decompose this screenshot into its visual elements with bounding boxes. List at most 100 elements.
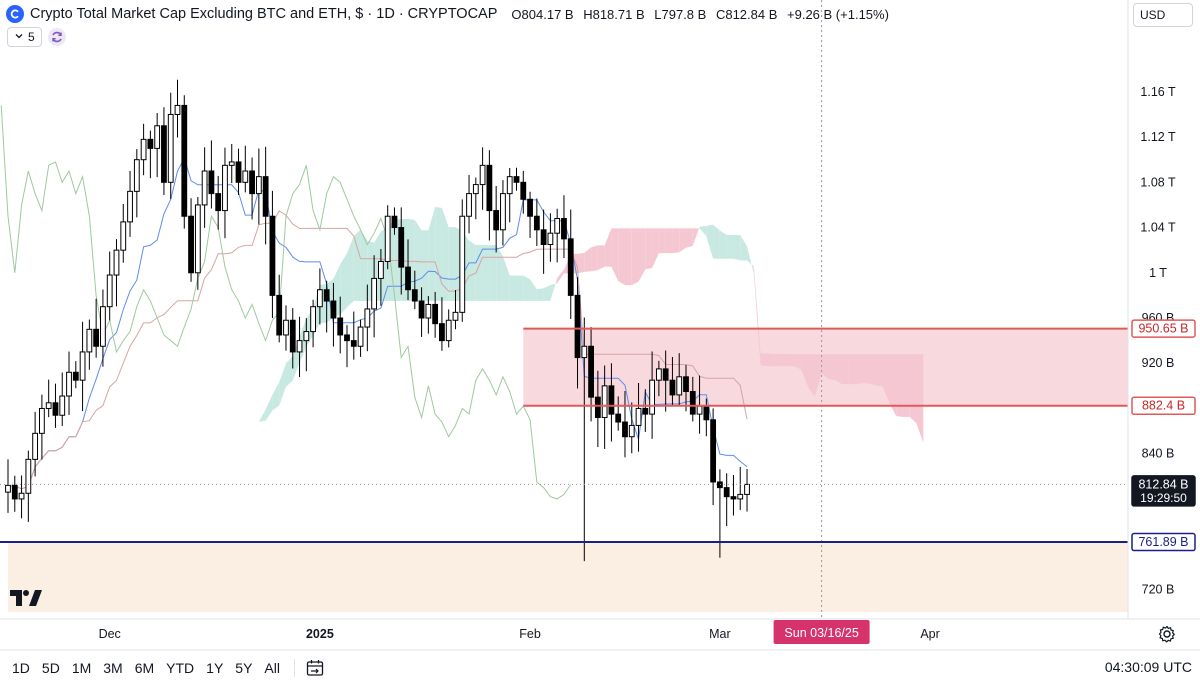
candle-body [32,432,39,460]
y-axis-tick-label: 1.12 T [1140,130,1176,144]
change-value: +9.26 B (+1.15%) [787,6,889,22]
candle-body [703,405,710,421]
tenkan-sen-line [8,156,748,490]
date-range-calendar-icon[interactable] [305,658,325,678]
support-price-badge [1131,532,1196,552]
ichimoku-cloud-segment [238,436,246,448]
symbol-title[interactable]: Crypto Total Market Cap Excluding BTC an… [30,6,498,22]
ichimoku-cloud-segment [204,466,212,487]
ichimoku-cloud-segment [482,245,490,301]
x-axis-tick-label: Mar [709,627,731,641]
support-price-text: 761.89 B [1138,535,1188,549]
ichimoku-cloud-segment [862,354,870,384]
currency-select[interactable]: USD [1133,3,1193,27]
countdown-text: 19:29:50 [1140,491,1187,505]
candle-body [635,407,642,426]
ichimoku-cloud-segment [272,382,280,411]
range-5d-button[interactable]: 5D [41,659,60,676]
ohlc-values: O804.17 B H818.71 B L797.8 B C812.84 B +… [511,7,889,22]
range-1m-button[interactable]: 1M [71,659,92,676]
ichimoku-cloud-segment [889,354,897,417]
candle-body [344,334,350,342]
ichimoku-cloud-segment [902,354,910,417]
ichimoku-cloud-segment [787,353,795,367]
candle-body [649,379,656,415]
candle-body [181,104,188,217]
chevron-down-icon [14,30,24,44]
ichimoku-cloud-segment [604,228,612,267]
candle-body [66,371,72,397]
chart-settings-gear-icon[interactable] [1158,625,1176,648]
candle-body [398,227,405,268]
candle-body [527,198,533,217]
ichimoku-cloud-segment [509,275,517,301]
candle-body [79,351,86,381]
candle-body [513,176,520,183]
ichimoku-cloud-segment [347,236,354,308]
ichimoku-cloud-segment [285,356,293,387]
crosshair-date-text: Sun 03/16/25 [784,626,858,640]
ichimoku-cloud-segment [231,447,239,451]
y-axis-tick-label: 840 B [1142,447,1175,461]
candle-body [357,326,364,347]
ichimoku-cloud-segment [441,207,449,301]
range-1d-button[interactable]: 1D [12,659,30,676]
candle-body [594,396,601,419]
refresh-indicators-icon[interactable] [47,28,66,46]
high-label: H [583,6,593,22]
zones-layer [8,328,1128,612]
ichimoku-cloud-segment [340,253,347,315]
open-value: 804.17 B [521,6,574,22]
indicator-count: 5 [28,30,35,44]
candle-body [242,170,249,183]
candle-body [710,419,717,483]
ichimoku-cloud-segment [794,354,802,370]
candle-body [601,385,608,419]
ichimoku-cloud-segment [645,228,653,270]
candle-body [167,113,174,183]
candle-body [615,413,622,423]
ichimoku-cloud-segment [624,228,632,286]
resistance-price-text: 882.4 B [1142,399,1185,413]
range-1y-button[interactable]: 1Y [206,659,224,676]
candle-body [506,176,513,195]
candle-body [567,238,574,296]
low-label: L [654,6,662,22]
candle-body [140,138,147,161]
utc-clock[interactable]: 04:30:09 UTC [1104,659,1192,675]
candle-body [486,164,493,212]
candle-body [276,294,283,336]
ichimoku-cloud-segment [808,354,815,397]
ichimoku-cloud-segment [523,275,531,301]
candle-body [744,483,750,495]
resistance-price-text: 950.65 B [1138,322,1188,336]
range-ytd-button[interactable]: YTD [166,659,195,676]
candle-body [337,317,344,336]
candle-body [316,289,323,308]
candle-body [11,484,18,500]
ichimoku-cloud-segment [706,224,714,259]
candle-body [533,215,540,231]
tradingview-logo-icon[interactable] [10,590,42,611]
range-3m-button[interactable]: 3M [103,659,123,676]
range-all-button[interactable]: All [264,659,280,676]
candle-body [642,407,649,415]
range-6m-button[interactable]: 6M [134,659,155,676]
candle-body [364,308,371,328]
ichimoku-cloud-segment [516,275,524,301]
candle-body [310,306,317,333]
candle-body [18,492,25,500]
candle-body [120,221,127,251]
indicators-toggle-button[interactable]: 5 [7,27,42,47]
y-axis-tick-label: 920 B [1142,356,1175,370]
ichimoku-cloud-segment [652,228,659,268]
ichimoku-cloud-segment [686,228,693,248]
candle-body [147,138,154,149]
range-5y-button[interactable]: 5Y [235,659,253,676]
candle-body [52,402,59,416]
candle-body [547,232,554,245]
candle-body [384,215,391,262]
chart-header: Crypto Total Market Cap Excluding BTC an… [6,4,889,24]
